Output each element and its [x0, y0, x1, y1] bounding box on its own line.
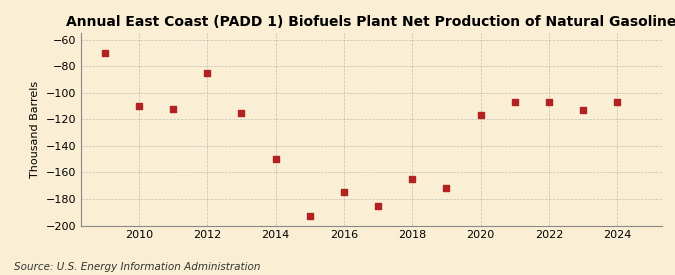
Point — [99, 51, 110, 55]
Point — [509, 100, 520, 104]
Y-axis label: Thousand Barrels: Thousand Barrels — [30, 81, 40, 178]
Point — [304, 214, 315, 218]
Point — [339, 190, 350, 194]
Point — [270, 157, 281, 161]
Text: Source: U.S. Energy Information Administration: Source: U.S. Energy Information Administ… — [14, 262, 260, 272]
Point — [543, 100, 554, 104]
Point — [373, 204, 383, 208]
Point — [441, 186, 452, 191]
Point — [236, 111, 247, 115]
Point — [407, 177, 418, 181]
Point — [168, 106, 179, 111]
Point — [475, 113, 486, 117]
Point — [578, 108, 589, 112]
Point — [612, 100, 622, 104]
Point — [202, 71, 213, 75]
Point — [134, 104, 144, 108]
Title: Annual East Coast (PADD 1) Biofuels Plant Net Production of Natural Gasoline: Annual East Coast (PADD 1) Biofuels Plan… — [66, 15, 675, 29]
